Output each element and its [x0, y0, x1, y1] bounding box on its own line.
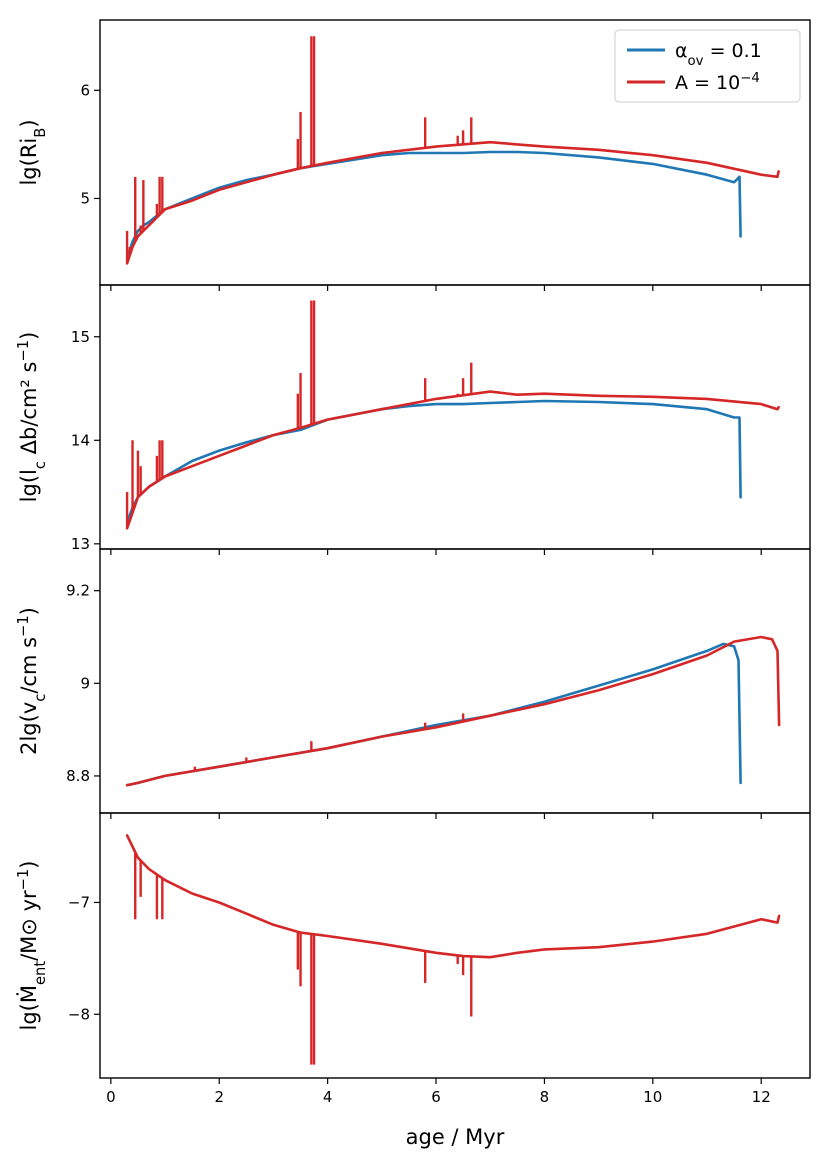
x-axis-label: age / Myr — [406, 1125, 505, 1149]
series-line-a-param — [125, 834, 781, 959]
series-line-alpha-ov — [125, 399, 742, 525]
y-tick-label: 5 — [80, 189, 90, 207]
y-tick-label: −8 — [68, 1005, 90, 1023]
x-tick-label: 12 — [752, 1088, 771, 1106]
x-tick-label: 10 — [643, 1088, 662, 1106]
series-line-a-param — [125, 390, 780, 530]
y-axis-label: lg(lc Δb/cm² s−1) — [15, 332, 49, 503]
y-tick-label: 13 — [71, 535, 90, 553]
y-tick-label: 15 — [71, 328, 90, 346]
x-tick-label: 6 — [431, 1088, 441, 1106]
y-axis-label: lg(RiB) — [17, 119, 49, 185]
y-tick-label: 8.8 — [66, 767, 90, 785]
x-tick-label: 4 — [323, 1088, 333, 1106]
y-axis-label: 2lg(vc/cm s−1) — [15, 607, 49, 755]
x-tick-label: 2 — [214, 1088, 224, 1106]
axes-frame — [99, 812, 811, 1079]
legend-label: A = 10−4 — [675, 71, 760, 95]
axes-frame — [99, 548, 811, 814]
panel-2: 13 14 15 lg(lc Δb/cm² s−1) — [15, 284, 811, 555]
axes-frame — [99, 284, 811, 550]
y-tick-label: 9.2 — [66, 582, 90, 600]
series-line-a-param — [125, 140, 780, 265]
panel-3: 8.8 9 9.2 2lg(vc/cm s−1) — [15, 548, 811, 819]
series-line-alpha-ov — [125, 642, 742, 787]
y-axis-label: lg(Ṁent/M⊙ yr−1) — [15, 861, 49, 1031]
legend-box — [614, 29, 801, 103]
y-tick-label: 6 — [80, 81, 90, 99]
x-tick-label: 0 — [106, 1088, 116, 1106]
legend-label: αov = 0.1 — [675, 40, 762, 69]
y-tick-label: 9 — [80, 674, 90, 692]
y-tick-label: 14 — [71, 431, 90, 449]
series-line-a-param — [125, 635, 781, 787]
x-tick-label: 8 — [540, 1088, 550, 1106]
panel-1: 5 6 lg(RiB) — [17, 19, 811, 291]
legend: αov = 0.1A = 10−4 — [614, 29, 801, 103]
series-line-alpha-ov — [125, 150, 742, 260]
y-tick-label: −7 — [68, 893, 90, 911]
panel-4: −8 −7 0 2 4 6 8 10 12 lg(Ṁent/M⊙ yr−1) — [15, 812, 811, 1106]
